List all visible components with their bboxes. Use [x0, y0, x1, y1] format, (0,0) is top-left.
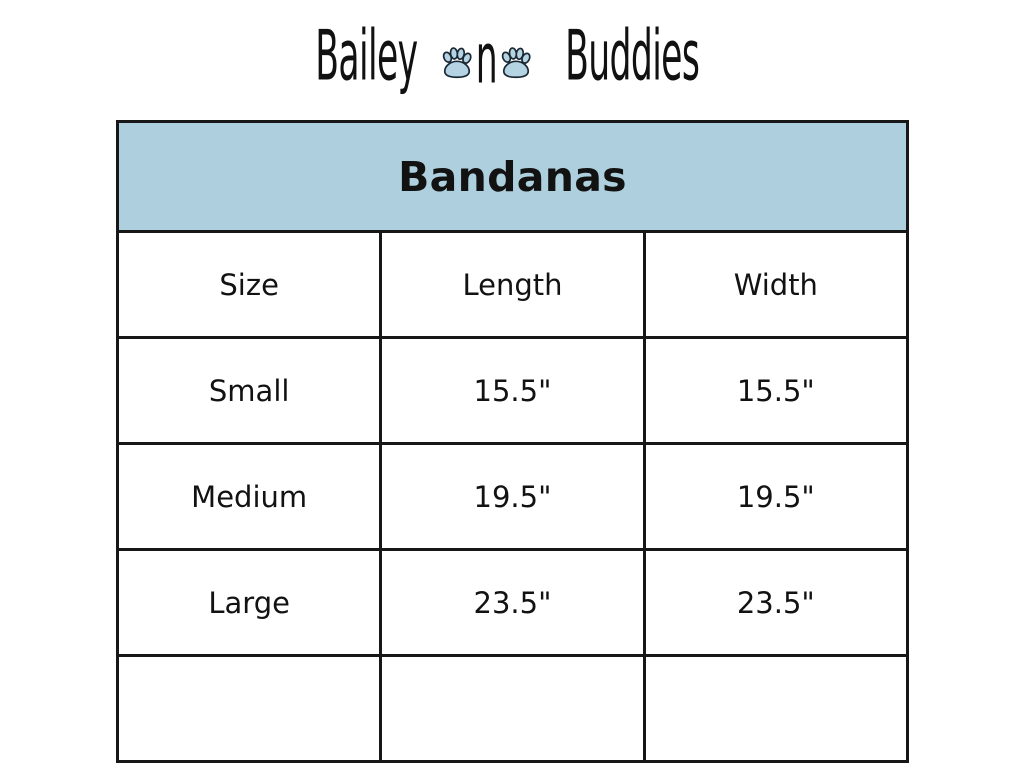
- brand-name-second: Buddies: [564, 14, 700, 97]
- table-header-row: Size Length Width: [115, 230, 910, 339]
- table-row: Medium 19.5" 19.5": [115, 442, 910, 551]
- size-chart-title: Bandanas: [116, 120, 909, 233]
- cell-length-small: 15.5": [379, 336, 646, 445]
- column-header-size: Size: [115, 230, 383, 339]
- brand-name-connector: n: [475, 17, 498, 100]
- cell-length-empty: [379, 654, 646, 763]
- cell-width-small: 15.5": [642, 336, 910, 445]
- size-chart-table: Bandanas Size Length Width Small 15.5" 1…: [115, 120, 910, 763]
- cell-size-medium: Medium: [115, 442, 383, 551]
- paw-print-icon: [440, 46, 474, 80]
- paw-print-icon: [499, 46, 533, 80]
- cell-width-empty: [642, 654, 910, 763]
- table-row: Large 23.5" 23.5": [115, 548, 910, 657]
- cell-length-large: 23.5": [379, 548, 646, 657]
- column-header-length: Length: [379, 230, 646, 339]
- cell-size-large: Large: [115, 548, 383, 657]
- cell-size-small: Small: [115, 336, 383, 445]
- table-row-empty: [115, 654, 910, 763]
- brand-name-first: Bailey: [315, 14, 418, 97]
- cell-length-medium: 19.5": [379, 442, 646, 551]
- table-row: Small 15.5" 15.5": [115, 336, 910, 445]
- brand-logo: Bailey n Buddies: [0, 18, 1024, 94]
- cell-size-empty: [115, 654, 383, 763]
- column-header-width: Width: [642, 230, 910, 339]
- cell-width-medium: 19.5": [642, 442, 910, 551]
- cell-width-large: 23.5": [642, 548, 910, 657]
- table-title-row: Bandanas: [116, 120, 909, 233]
